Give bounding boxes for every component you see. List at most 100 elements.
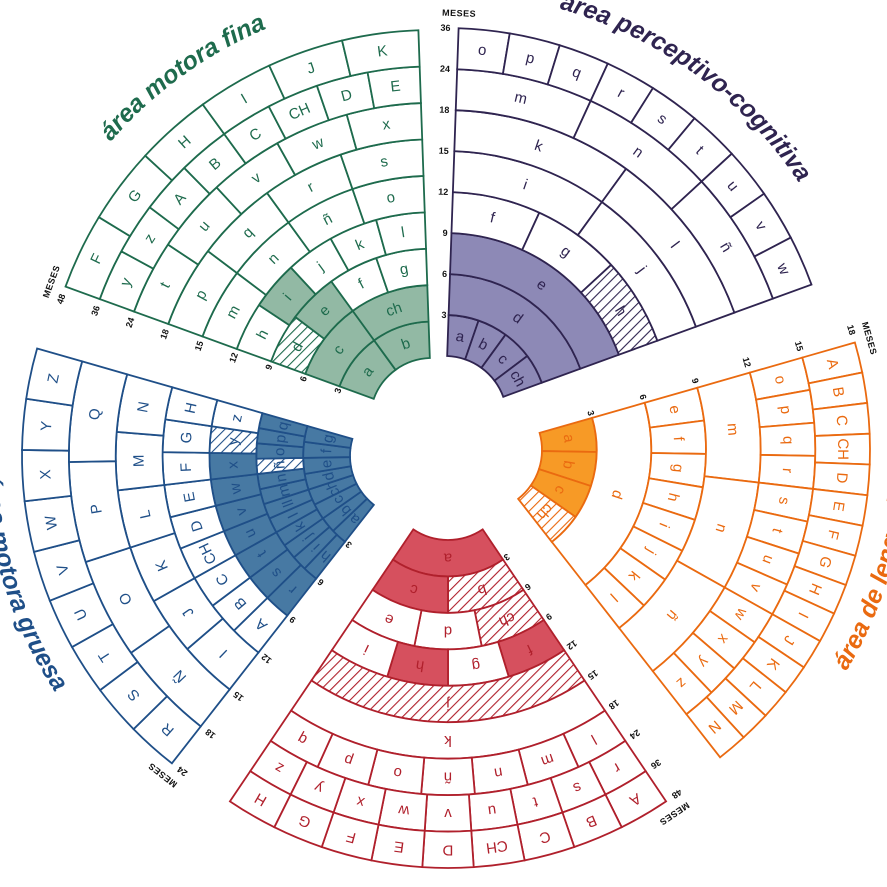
area-social-cell-j-label: j: [446, 696, 450, 713]
area-social-cell-a-label: a: [443, 550, 452, 567]
area-social-cell-w-label: w: [397, 801, 411, 819]
area-motora-gruesa-cell-g-label: g: [319, 433, 337, 445]
area-social-cell-ñ-label: ñ: [444, 768, 452, 785]
area-motora-gruesa-age-tick: 3: [344, 539, 354, 550]
area-de-lenguaje-cell-a-label: A: [823, 357, 842, 371]
area-social-cell-l-label: l: [588, 731, 599, 747]
area-de-lenguaje-months-label: MESES: [860, 321, 879, 356]
area-de-lenguaje-cell-d-label: D: [833, 472, 851, 484]
area-motora-fina-sector: ab3cch6defg9hijkl12mnño15pqrs18tuvwx24yz…: [55, 29, 431, 400]
area-de-lenguaje-age-tick: 3: [585, 409, 596, 417]
area-motora-fina-age-tick: 36: [89, 304, 102, 317]
area-social-cell-u-label: u: [487, 801, 498, 819]
area-social-cell-h: [228, 769, 292, 829]
area-de-lenguaje-sector: abcch3d6efghijkl9mnñ12opqrstuvwxyz15ABCC…: [516, 324, 871, 759]
area-motora-gruesa-cell-q-label: q: [274, 420, 292, 432]
area-motora-fina-age-tick: 15: [193, 340, 206, 353]
area-de-lenguaje-cell-ch-label: CH: [834, 438, 851, 460]
area-motora-gruesa-cell-w-label: W: [42, 513, 61, 531]
area-motora-fina-cell-o-label: o: [385, 189, 396, 207]
area-perceptivo-cognitiva-cell-w: [753, 236, 813, 300]
area-social-age-tick: 6: [523, 581, 533, 592]
area-motora-gruesa-age-tick: 24: [175, 764, 189, 778]
area-de-lenguaje-age-tick: 6: [638, 393, 649, 401]
area-motora-fina-cell-ch-label: ch: [384, 299, 405, 320]
area-perceptivo-cognitiva-age-tick: 36: [440, 23, 450, 33]
area-motora-gruesa-cell-v-label: V: [54, 562, 73, 577]
area-social-cell-t-label: t: [530, 793, 539, 811]
area-motora-gruesa-cell-n-label: n: [272, 472, 290, 483]
area-motora-gruesa-cell-q-label: Q: [86, 407, 104, 421]
area-motora-fina-cell-l-label: l: [400, 224, 406, 241]
area-motora-gruesa-cell-l-label: L: [136, 508, 154, 520]
area-social-cell-ch-label: CH: [485, 837, 509, 857]
area-motora-gruesa-cell-f-label: F: [178, 462, 195, 472]
area-de-lenguaje-cell-e-label: E: [829, 500, 847, 513]
area-perceptivo-cognitiva-cell-o-label: o: [477, 42, 487, 60]
area-perceptivo-cognitiva-age-tick: 18: [439, 105, 449, 115]
area-social-cell-ch-label: ch: [496, 608, 517, 630]
area-motora-fina-cell-x-label: x: [381, 116, 392, 134]
area-social-title: área social: [383, 883, 515, 887]
area-motora-gruesa-cell-d-label: d: [320, 470, 338, 482]
area-de-lenguaje-age-tick: 18: [845, 324, 857, 336]
area-de-lenguaje-cell-i-label: I: [794, 609, 811, 620]
area-motora-fina-age-tick: 24: [124, 316, 137, 329]
area-social-age-tick: 9: [544, 611, 554, 622]
area-social-age-tick: 48: [670, 787, 684, 801]
area-motora-gruesa-cell-x-label: x: [224, 460, 241, 469]
area-motora-fina-age-tick: 12: [227, 351, 240, 364]
area-perceptivo-cognitiva-cell-a-label: a: [454, 328, 466, 346]
area-social-cell-i-label: i: [361, 641, 371, 658]
area-motora-gruesa-cell-z-label: Z: [44, 372, 63, 385]
area-de-lenguaje-cell-b-label: B: [829, 386, 847, 399]
area-perceptivo-cognitiva-age-tick: 24: [440, 64, 450, 74]
area-social-cell-f-label: F: [344, 828, 357, 847]
area-motora-gruesa-age-tick: 6: [316, 577, 326, 588]
area-social-cell-d-label: d: [444, 623, 452, 640]
area-motora-fina-cell-e-label: E: [390, 78, 402, 96]
area-de-lenguaje-cell-f-label: f: [670, 436, 687, 442]
area-de-lenguaje-cell-c-label: C: [833, 414, 851, 426]
area-motora-gruesa-cell-ñ-label: ñ: [271, 460, 289, 469]
area-social-cell-c-label: C: [537, 827, 552, 846]
area-motora-gruesa-cell-m-label: M: [131, 454, 148, 467]
area-de-lenguaje-cell-p-label: p: [776, 405, 794, 415]
area-perceptivo-cognitiva-cell-i-label: i: [521, 176, 530, 193]
area-motora-fina-cell-s-label: s: [379, 153, 389, 171]
area-de-lenguaje-cell-i-label: i: [655, 520, 672, 530]
area-motora-fina-cell-k-label: K: [376, 42, 388, 60]
area-motora-fina-age-tick: 9: [263, 363, 274, 371]
area-motora-fina-cell-g-label: g: [398, 260, 409, 278]
area-motora-gruesa-age-tick: 15: [231, 689, 245, 703]
area-motora-gruesa-age-tick: 18: [203, 727, 217, 741]
area-social-cell-v-label: v: [444, 805, 452, 822]
area-perceptivo-cognitiva-cell-f-label: f: [488, 209, 497, 227]
area-social-cell-m-label: m: [539, 750, 556, 770]
area-motora-gruesa-sector: abcchdefg3hijklllmnñopq6rstuvwxyz9ABCCHD…: [21, 347, 376, 778]
area-de-lenguaje-cell-b-label: b: [559, 459, 577, 470]
area-motora-fina-age-tick: 3: [332, 387, 343, 395]
area-perceptivo-cognitiva-age-tick: 12: [438, 187, 448, 197]
area-social-age-tick: 12: [565, 638, 579, 652]
area-motora-gruesa-cell-z-label: z: [228, 413, 246, 424]
area-motora-gruesa-cell-z: [25, 347, 84, 407]
area-social-age-tick: 15: [586, 668, 600, 682]
area-motora-gruesa-months-label: MESES: [146, 761, 179, 790]
area-social-cell-e-label: E: [393, 837, 405, 855]
area-motora-gruesa-cell-p-label: P: [87, 502, 105, 515]
area-social-cell-o-label: o: [392, 764, 403, 782]
area-social-age-tick: 36: [649, 757, 663, 771]
area-social-cell-n-label: n: [493, 764, 504, 782]
area-de-lenguaje-cell-g-label: g: [669, 463, 687, 473]
area-de-lenguaje-age-tick: 9: [690, 377, 701, 385]
area-social-cell-h-label: h: [415, 656, 426, 674]
area-de-lenguaje-cell-q-label: q: [779, 436, 796, 445]
area-motora-fina-cell-k: [340, 29, 421, 78]
area-social-cell-k-label: k: [444, 732, 452, 749]
area-social-age-tick: 18: [607, 698, 621, 712]
area-motora-gruesa-cell-l-label: l: [285, 510, 302, 521]
area-motora-gruesa-age-tick: 9: [288, 614, 298, 625]
